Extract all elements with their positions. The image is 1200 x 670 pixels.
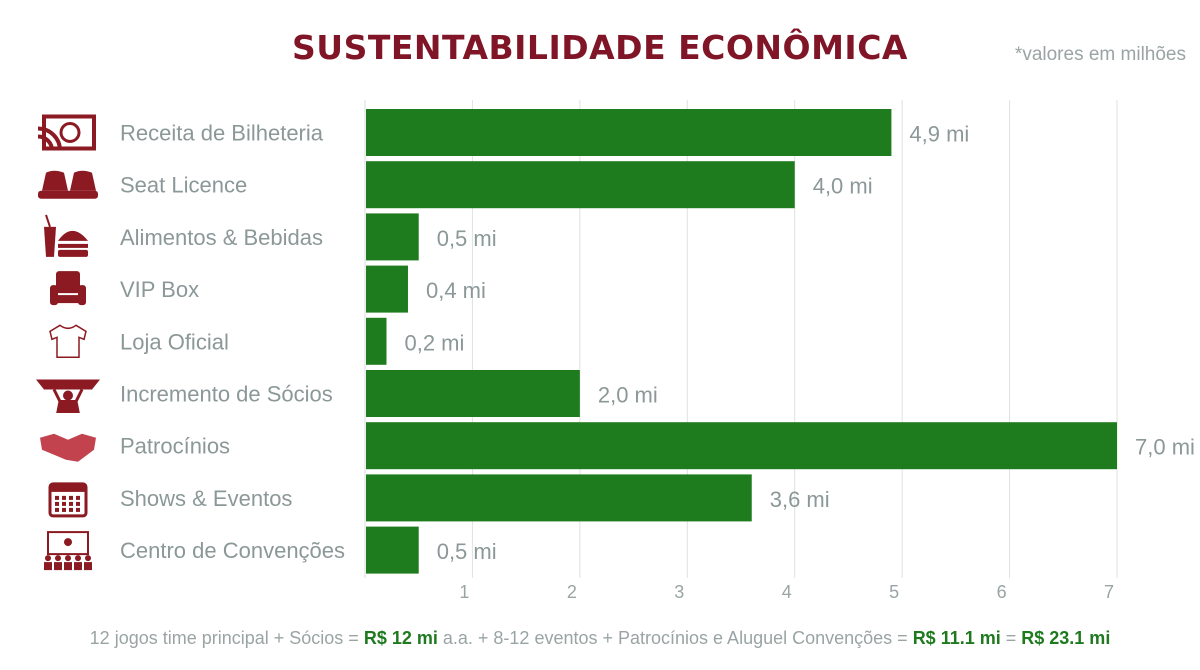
category-label: Alimentos & Bebidas — [120, 225, 323, 250]
p — [84, 562, 92, 571]
p — [62, 501, 66, 506]
p — [38, 190, 98, 199]
conference-icon — [44, 531, 92, 571]
bar — [366, 265, 408, 313]
food-drink-icon — [44, 214, 88, 257]
chart-title: SUSTENTABILIDADE ECONÔMICA — [292, 28, 908, 67]
p — [36, 379, 100, 390]
tick-label: 6 — [997, 582, 1007, 602]
data-label: 0,2 mi — [404, 330, 464, 355]
category-label: Incremento de Sócios — [120, 382, 333, 407]
calendar-icon — [48, 482, 88, 518]
tick-label: 3 — [674, 582, 684, 602]
data-label: 0,4 mi — [426, 278, 486, 303]
p — [64, 538, 72, 547]
tick-label: 4 — [782, 582, 792, 602]
footer-text-1: 12 jogos time principal + Sócios = — [89, 628, 364, 648]
bar — [366, 109, 892, 156]
p — [56, 295, 80, 304]
bar — [366, 422, 1117, 470]
category-label: Patrocínios — [120, 434, 230, 459]
tick-label: 5 — [889, 582, 899, 602]
category-label: Receita de Bilheteria — [120, 121, 324, 146]
p — [76, 501, 80, 506]
p — [75, 555, 81, 562]
p — [54, 562, 62, 571]
p — [56, 271, 80, 294]
p — [52, 388, 84, 413]
p — [76, 507, 80, 512]
bar-chart: 1 2 3 4 5 6 7 Receita de Bilheteria 4,9 mi Seat L… — [36, 100, 1195, 602]
p — [58, 230, 88, 241]
bar — [366, 213, 419, 261]
p — [63, 390, 73, 401]
bar — [366, 526, 419, 574]
armchair-icon — [50, 271, 86, 306]
ticket-icon — [37, 114, 96, 151]
tick-label: 2 — [567, 582, 577, 602]
tick-label: 7 — [1104, 582, 1114, 602]
footer-total: R$ 23.1 mi — [1021, 628, 1111, 648]
p — [59, 122, 81, 143]
p — [42, 170, 96, 191]
p — [85, 555, 91, 562]
p — [55, 501, 59, 506]
data-label: 4,9 mi — [909, 122, 969, 147]
data-label: 0,5 mi — [437, 539, 497, 564]
footer-summary: 12 jogos time principal + Sócios = R$ 12… — [0, 628, 1200, 649]
category-label: Seat Licence — [120, 173, 247, 198]
bar — [366, 317, 387, 365]
p — [69, 507, 73, 512]
footer-amount-1: R$ 12 mi — [363, 628, 438, 648]
category-label: VIP Box — [120, 277, 199, 302]
p — [45, 214, 51, 228]
footer-amount-2: R$ 11.1 mi — [912, 628, 1001, 648]
p — [76, 495, 80, 500]
p — [44, 226, 56, 257]
p — [69, 501, 73, 506]
p — [55, 495, 59, 500]
p — [69, 495, 73, 500]
p — [65, 555, 71, 562]
p — [58, 243, 88, 248]
p — [62, 507, 66, 512]
p — [55, 555, 61, 562]
p — [50, 483, 86, 492]
data-label: 3,6 mi — [770, 487, 830, 512]
p — [47, 531, 89, 556]
handshake-icon — [40, 433, 96, 462]
p — [37, 126, 62, 151]
seats-icon — [38, 170, 98, 199]
p — [58, 249, 88, 257]
bar — [366, 370, 580, 417]
p — [64, 562, 72, 571]
p — [62, 495, 66, 500]
p — [55, 507, 59, 512]
bar — [366, 474, 752, 522]
bar — [366, 161, 795, 209]
category-label: Shows & Eventos — [120, 486, 292, 511]
p — [44, 562, 52, 571]
category-label: Loja Oficial — [120, 329, 229, 354]
p — [74, 562, 82, 571]
units-note: *valores em milhões — [1014, 44, 1186, 65]
footer-text-2: a.a. + 8-12 eventos + Patrocínios e Alug… — [437, 628, 913, 648]
p — [49, 324, 87, 359]
p — [42, 114, 96, 151]
tick-label: 1 — [459, 582, 469, 602]
data-label: 2,0 mi — [598, 383, 658, 408]
data-label: 7,0 mi — [1135, 435, 1195, 460]
shirt-icon — [49, 324, 87, 359]
p — [45, 555, 51, 562]
p — [40, 433, 96, 462]
category-label: Centro de Convenções — [120, 538, 345, 563]
fan-scarf-icon — [36, 379, 100, 413]
data-label: 0,5 mi — [437, 226, 497, 251]
data-label: 4,0 mi — [813, 174, 873, 199]
footer-text-3: = — [1000, 628, 1022, 648]
